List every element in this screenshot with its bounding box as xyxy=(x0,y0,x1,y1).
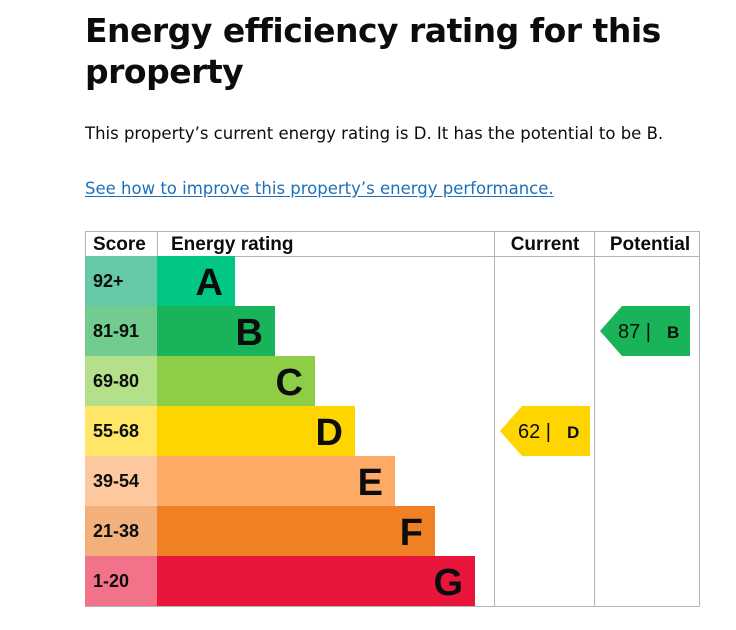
score-label: 81-91 xyxy=(93,321,139,341)
current-rating-marker-value: 62 | xyxy=(518,421,551,443)
rating-markers: 62 | D 87 | B xyxy=(500,306,690,456)
column-header: Score xyxy=(93,234,146,255)
column-header: Potential xyxy=(610,234,690,255)
rating-band-g xyxy=(157,556,475,606)
rating-letter: B xyxy=(236,312,263,354)
score-label: 55-68 xyxy=(93,421,139,441)
score-label: 1-20 xyxy=(93,571,129,591)
score-cell xyxy=(85,356,157,406)
rating-band-e xyxy=(157,456,395,506)
rating-letter: A xyxy=(196,262,223,304)
score-cell xyxy=(85,556,157,606)
rating-letter: G xyxy=(433,562,463,604)
current-rating-marker-arrow xyxy=(500,406,590,456)
score-label: 39-54 xyxy=(93,471,139,491)
rating-letter: F xyxy=(400,512,423,554)
rating-letter: C xyxy=(276,362,303,404)
page-title: Energy efficiency rating for this proper… xyxy=(85,11,661,91)
potential-rating-marker-letter: B xyxy=(667,323,679,342)
rating-rows: 92+ A 81-91 B 69-80 C 55-68 D 39-54 E 21-38 F 1-20 G xyxy=(85,256,475,606)
score-cell xyxy=(85,256,157,306)
score-cell xyxy=(85,406,157,456)
score-cell xyxy=(85,506,157,556)
rating-letter: D xyxy=(316,412,343,454)
rating-summary: This property’s current energy rating is… xyxy=(85,124,664,143)
potential-rating-marker-arrow xyxy=(600,306,690,356)
rating-band-c xyxy=(157,356,315,406)
score-label: 69-80 xyxy=(93,371,139,391)
score-label: 92+ xyxy=(93,271,124,291)
current-rating-marker-letter: D xyxy=(567,423,579,442)
rating-band-d xyxy=(157,406,355,456)
column-header: Energy rating xyxy=(171,234,293,255)
rating-band-f xyxy=(157,506,435,556)
column-header: Current xyxy=(511,234,580,255)
rating-letter: E xyxy=(358,462,383,504)
table-headers: Score Energy rating Current Potential xyxy=(93,234,690,255)
score-label: 21-38 xyxy=(93,521,139,541)
score-cell xyxy=(85,456,157,506)
potential-rating-marker: 87 | B xyxy=(600,306,690,356)
rating-band-b xyxy=(157,306,275,356)
current-rating-marker: 62 | D xyxy=(500,406,590,456)
improve-energy-link[interactable]: See how to improve this property’s energ… xyxy=(85,179,554,198)
potential-rating-marker-value: 87 | xyxy=(618,321,651,343)
rating-band-a xyxy=(157,256,235,306)
score-cell xyxy=(85,306,157,356)
